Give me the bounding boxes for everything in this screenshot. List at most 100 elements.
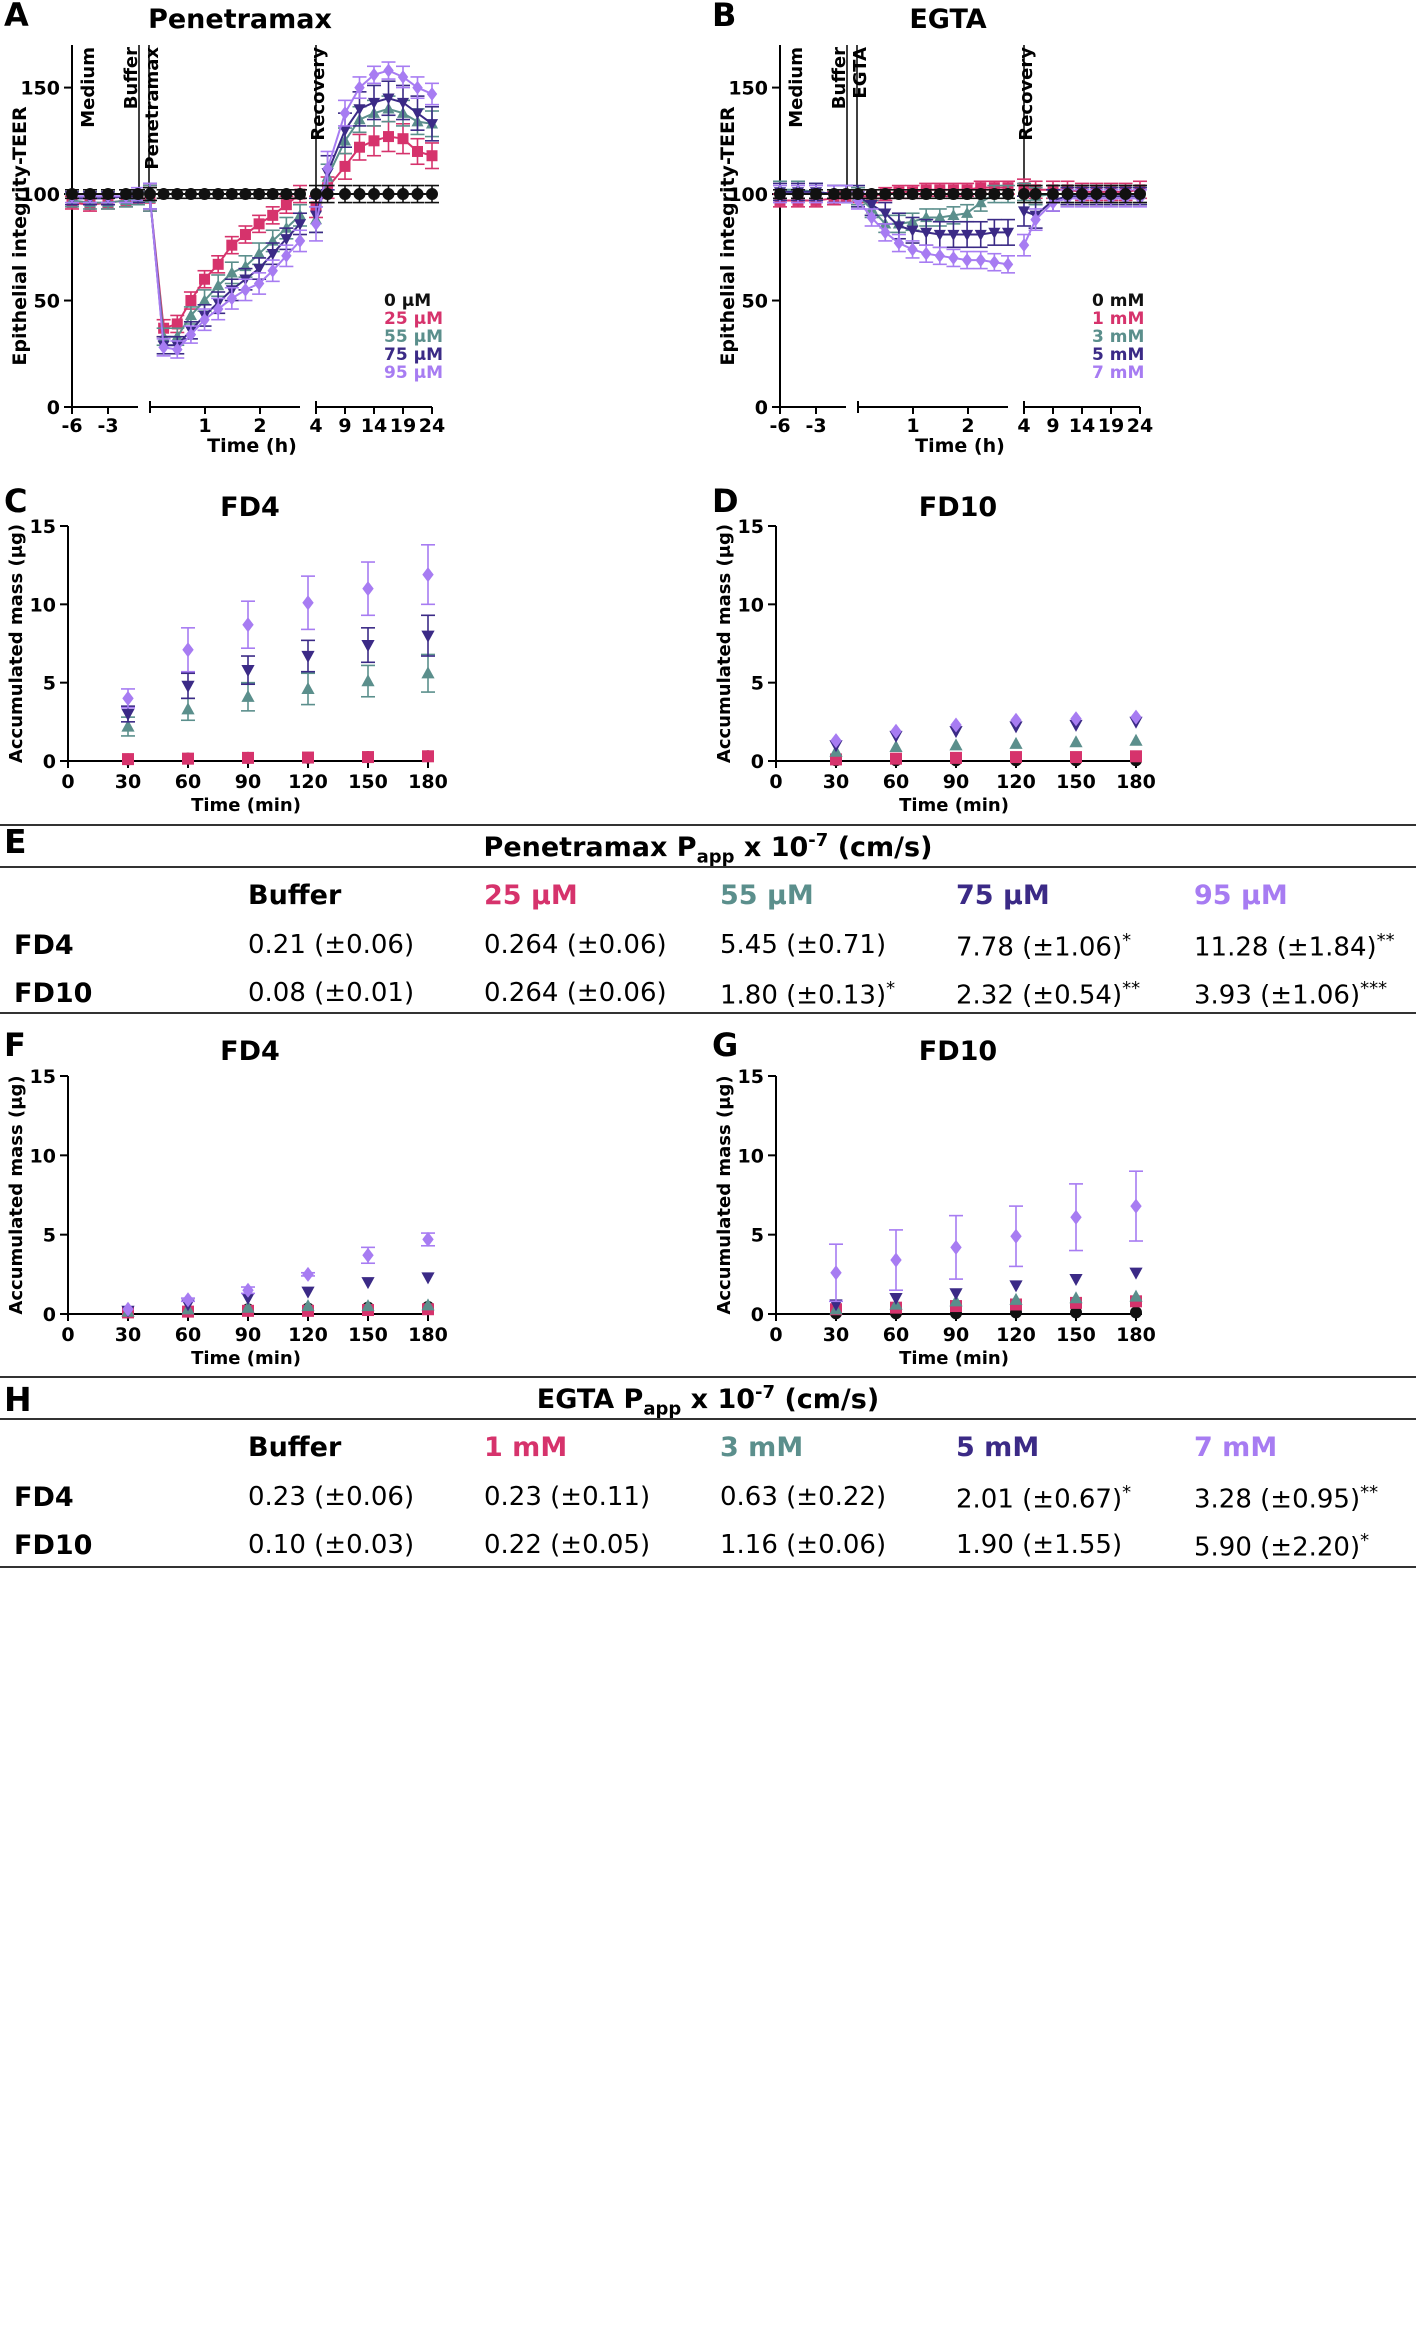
data-point <box>961 253 973 267</box>
phase-label: Medium <box>78 47 99 128</box>
data-point <box>397 70 409 84</box>
data-point <box>1009 736 1023 749</box>
cell-value: 1.16 (±0.06) <box>720 1530 887 1560</box>
phase-label: Buffer <box>121 47 142 109</box>
data-point <box>1129 733 1143 746</box>
table-cell: 3.93 (±1.06)*** <box>1194 978 1387 1011</box>
y-tick-label: 15 <box>30 516 56 538</box>
data-point <box>361 674 375 687</box>
data-point <box>933 229 946 241</box>
data-point <box>1029 188 1042 201</box>
table-cell: 3.28 (±0.95)** <box>1194 1482 1378 1515</box>
x-tick-label: 60 <box>175 1324 201 1346</box>
data-point <box>1076 188 1088 201</box>
y-axis-label: Accumulated mass (μg) <box>6 524 27 763</box>
y-axis-label: Accumulated mass (μg) <box>6 1075 27 1314</box>
panel-letter: C <box>4 482 27 520</box>
data-point <box>361 1299 375 1312</box>
table-cell: 7.78 (±1.06)* <box>956 930 1131 963</box>
data-point <box>1002 257 1014 272</box>
y-tick-label: 100 <box>728 184 768 206</box>
data-point <box>889 740 903 752</box>
cell-value: 0.264 (±0.06) <box>484 930 667 960</box>
data-point <box>906 225 919 237</box>
y-tick-label: 10 <box>738 1145 764 1167</box>
data-point <box>1009 1280 1023 1293</box>
data-point <box>158 340 169 355</box>
data-point <box>906 188 919 201</box>
y-tick-label: 0 <box>751 1304 764 1326</box>
x-tick-label: 120 <box>288 1324 328 1346</box>
cell-value: 0.23 (±0.06) <box>248 1482 415 1512</box>
data-point <box>339 160 351 172</box>
data-point <box>266 249 279 261</box>
data-point <box>1134 188 1146 201</box>
phase-label: EGTA <box>850 47 871 99</box>
title-text: (cm/s) <box>828 832 933 863</box>
data-point <box>975 253 986 267</box>
table-e-title: Penetramax Papp x 10-7 (cm/s) <box>0 830 1416 867</box>
table-cell: 0.23 (±0.06) <box>248 1482 414 1512</box>
cell-value: 0.10 (±0.03) <box>248 1530 415 1560</box>
data-point <box>1069 735 1083 748</box>
data-point <box>961 206 974 218</box>
data-point <box>281 248 292 263</box>
data-point <box>120 188 132 201</box>
data-point <box>280 188 293 201</box>
phase-label: Penetramax <box>142 47 163 170</box>
table-rule <box>0 1376 1416 1378</box>
data-point <box>226 291 238 306</box>
data-point <box>267 263 278 278</box>
data-point <box>294 188 306 201</box>
data-point <box>383 131 394 143</box>
data-point <box>199 273 211 285</box>
column-header: 95 μM <box>1194 880 1288 911</box>
data-point <box>920 227 933 239</box>
phase-label: Recovery <box>308 47 329 141</box>
chart-title: FD4 <box>220 1036 280 1067</box>
table-rule <box>0 824 1416 826</box>
legend-entry: 5 mM <box>1092 345 1144 365</box>
data-point <box>1105 188 1117 201</box>
x-axis-label: Time (min) <box>899 795 1009 816</box>
data-point <box>121 708 135 721</box>
table-cell: 0.264 (±0.06) <box>484 978 667 1008</box>
data-point <box>1070 711 1082 727</box>
y-tick-label: 100 <box>20 184 60 206</box>
data-point <box>422 1231 434 1247</box>
x-tick-label: -6 <box>769 415 790 437</box>
data-point <box>301 682 315 695</box>
data-point <box>396 97 410 109</box>
x-tick-label: 120 <box>996 1324 1036 1346</box>
data-point <box>253 276 265 291</box>
data-point <box>879 208 892 220</box>
y-tick-label: 0 <box>43 1304 56 1326</box>
data-point <box>1069 1273 1083 1286</box>
table-cell: 0.21 (±0.06) <box>248 930 414 960</box>
data-point <box>1130 750 1142 763</box>
y-tick-label: 150 <box>728 78 768 100</box>
table-cell: 5.90 (±2.20)* <box>1194 1530 1369 1563</box>
table-rule <box>0 1566 1416 1568</box>
data-point <box>339 188 351 201</box>
table-rule <box>0 1418 1416 1420</box>
x-tick-label: 150 <box>348 771 388 793</box>
data-point <box>239 229 251 241</box>
data-point <box>974 229 987 241</box>
data-point <box>397 133 409 145</box>
data-point <box>171 318 183 330</box>
data-point <box>302 1266 314 1282</box>
data-point <box>1129 1289 1143 1302</box>
y-axis-label: Accumulated mass (μg) <box>714 524 735 763</box>
title-sub: app <box>643 1398 682 1420</box>
data-point <box>975 182 987 194</box>
table-e: E Penetramax Papp x 10-7 (cm/s) Buffer 25… <box>0 822 1416 1017</box>
data-point <box>338 125 352 137</box>
data-point <box>242 617 254 633</box>
data-point <box>865 200 878 212</box>
data-point <box>988 188 1001 201</box>
data-point <box>866 210 877 225</box>
x-tick-label: 180 <box>408 1324 448 1346</box>
data-point <box>933 211 946 223</box>
